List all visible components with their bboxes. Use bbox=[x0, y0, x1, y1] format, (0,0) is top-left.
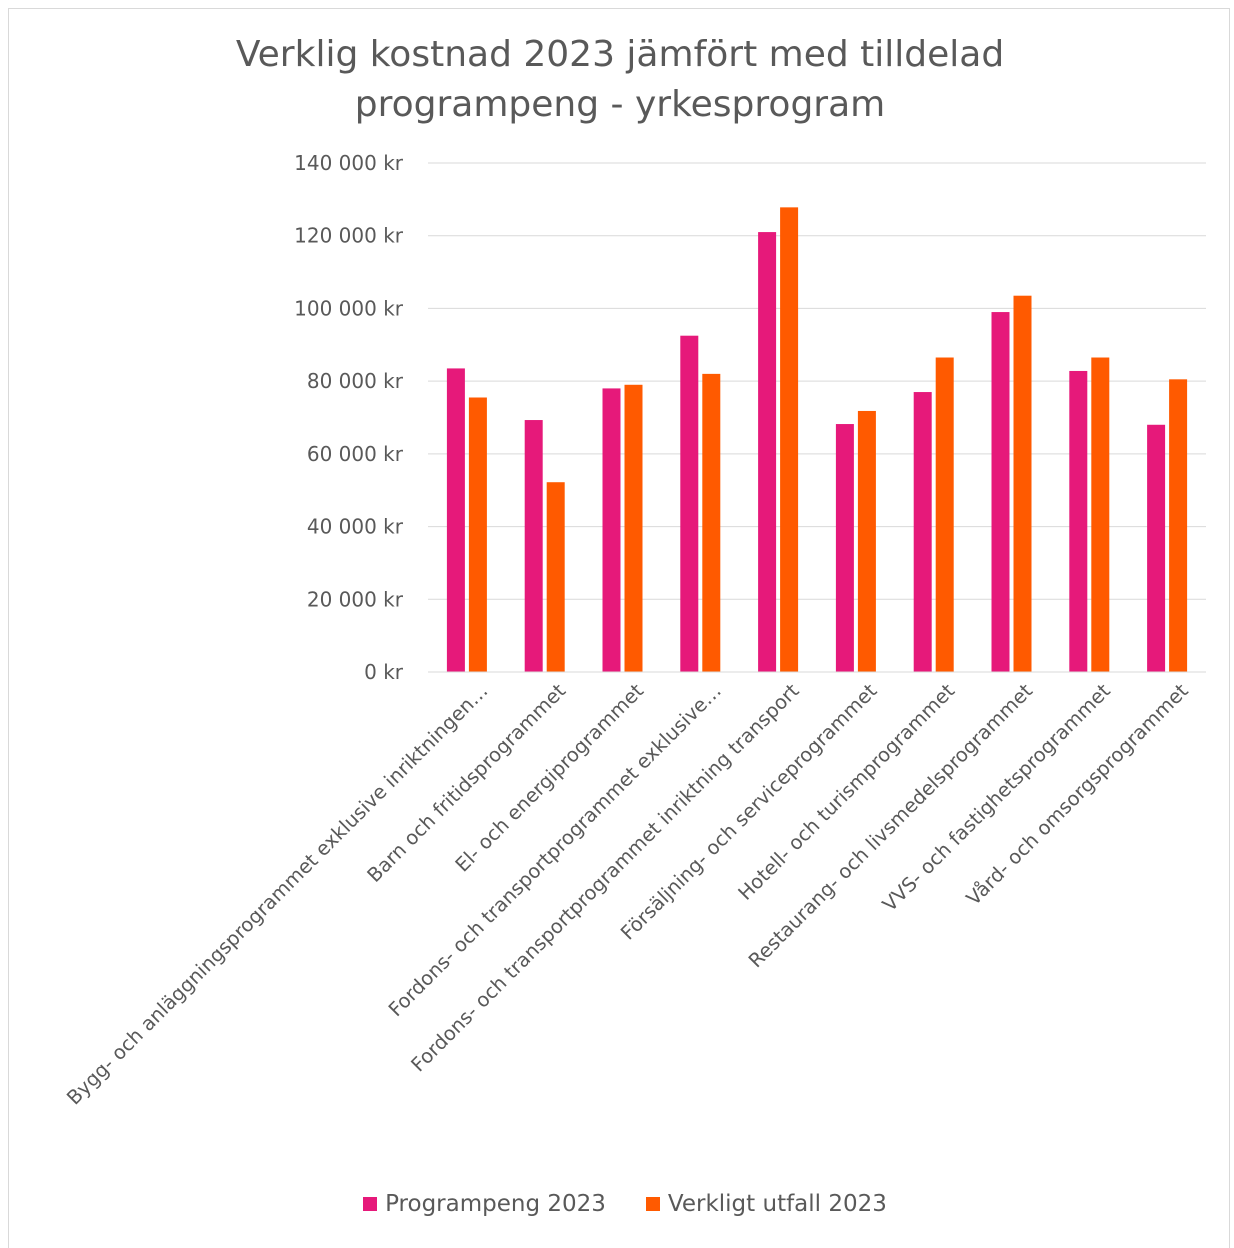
bar-verkligt-utfall bbox=[857, 410, 876, 672]
bar-verkligt-utfall bbox=[624, 384, 643, 672]
bar-programpeng bbox=[835, 424, 854, 672]
y-tick-label: 60 000 kr bbox=[307, 442, 404, 466]
y-tick-label: 0 kr bbox=[364, 660, 404, 684]
chart-title-line-2: programpeng - yrkesprogram bbox=[354, 84, 886, 125]
bar-verkligt-utfall bbox=[935, 357, 954, 672]
chart-title-line-1: Verklig kostnad 2023 jämfört med tilldel… bbox=[235, 34, 1005, 75]
y-tick-label: 100 000 kr bbox=[294, 296, 404, 320]
bar-programpeng bbox=[524, 420, 543, 672]
bar-verkligt-utfall bbox=[546, 482, 565, 672]
bar-verkligt-utfall bbox=[468, 397, 487, 672]
bar-verkligt-utfall bbox=[1091, 357, 1110, 672]
bar-programpeng bbox=[1069, 370, 1088, 672]
bar-programpeng bbox=[446, 368, 465, 672]
legend-swatch-verkligt-utfall bbox=[645, 1197, 660, 1211]
bar-programpeng bbox=[913, 392, 932, 672]
y-tick-label: 40 000 kr bbox=[307, 515, 404, 539]
bar-programpeng bbox=[1147, 424, 1166, 672]
x-tick-label: Restaurang- och livsmedelsprogrammet bbox=[744, 679, 1037, 972]
y-tick-label: 80 000 kr bbox=[307, 369, 404, 393]
bar-verkligt-utfall bbox=[780, 207, 799, 672]
y-tick-label: 120 000 kr bbox=[294, 224, 404, 248]
bar-verkligt-utfall bbox=[1013, 295, 1032, 672]
y-tick-label: 20 000 kr bbox=[307, 587, 404, 611]
legend-item-verkligt-utfall: Verkligt utfall 2023 bbox=[645, 1191, 887, 1217]
legend-item-programpeng: Programpeng 2023 bbox=[363, 1191, 606, 1217]
bar-programpeng bbox=[758, 232, 777, 673]
bar-programpeng bbox=[680, 335, 699, 672]
chart-frame bbox=[8, 8, 1230, 1248]
legend-label-programpeng: Programpeng 2023 bbox=[385, 1191, 606, 1217]
bar-programpeng bbox=[602, 388, 621, 672]
y-tick-label: 140 000 kr bbox=[294, 151, 404, 175]
bar-verkligt-utfall bbox=[1169, 379, 1188, 672]
legend-label-verkligt-utfall: Verkligt utfall 2023 bbox=[667, 1191, 887, 1217]
legend: Programpeng 2023 Verkligt utfall 2023 bbox=[0, 1191, 1234, 1217]
bar-programpeng bbox=[991, 312, 1010, 672]
bar-verkligt-utfall bbox=[702, 373, 721, 672]
legend-swatch-programpeng bbox=[363, 1197, 378, 1211]
